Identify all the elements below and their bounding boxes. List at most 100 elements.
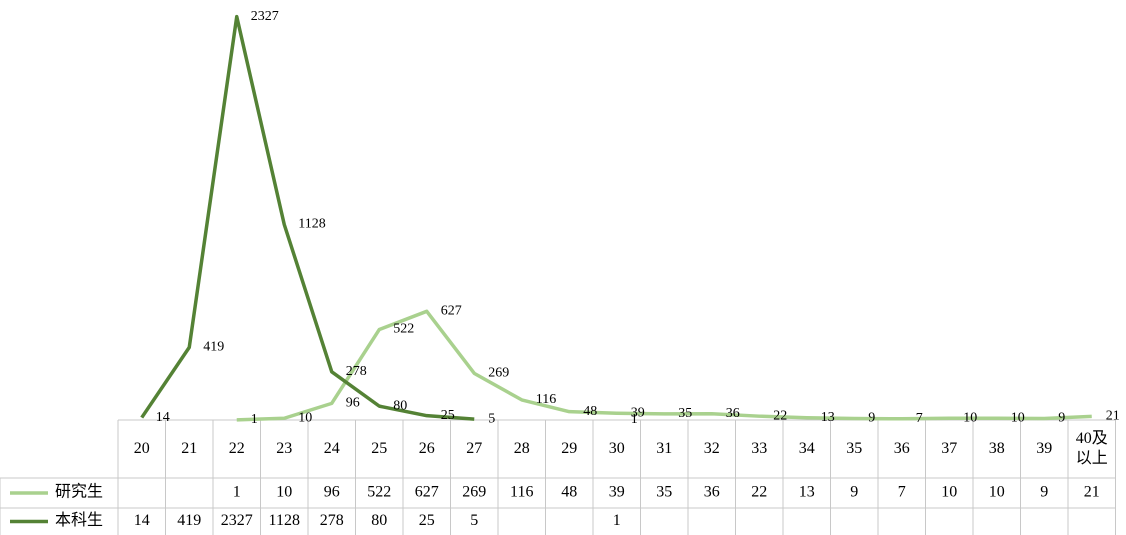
category-cell: 29 bbox=[561, 440, 578, 457]
category-cell: 25 bbox=[371, 440, 388, 457]
data-label: 1128 bbox=[298, 217, 325, 232]
x-tick-label: 28 bbox=[513, 440, 530, 457]
x-tick-label: 36 bbox=[893, 440, 910, 457]
category-cell: 35 bbox=[846, 440, 862, 457]
table-value: 9 bbox=[850, 484, 858, 501]
category-cell: 36 bbox=[893, 440, 910, 457]
data-label: 278 bbox=[346, 364, 367, 379]
x-tick-label: 29 bbox=[561, 440, 578, 457]
x-tick-label: 39 bbox=[1036, 440, 1053, 457]
series-line bbox=[142, 17, 617, 420]
table-value: 2327 bbox=[221, 512, 253, 529]
x-tick-label: 30 bbox=[608, 440, 625, 457]
x-tick-label: 20 bbox=[133, 440, 150, 457]
x-tick-label: 27 bbox=[466, 440, 483, 457]
data-label: 13 bbox=[821, 410, 835, 425]
data-label: 1 bbox=[631, 412, 638, 427]
table-value: 10 bbox=[941, 484, 957, 501]
table-value: 10 bbox=[989, 484, 1005, 501]
data-label: 9 bbox=[868, 411, 875, 426]
series-line bbox=[236, 309, 1092, 422]
table-value: 9 bbox=[1040, 484, 1048, 501]
table-value: 21 bbox=[1084, 484, 1100, 501]
table-value: 1 bbox=[233, 484, 241, 501]
data-label: 96 bbox=[346, 396, 360, 411]
category-cell: 20 bbox=[133, 440, 150, 457]
category-cell: 34 bbox=[798, 440, 815, 457]
table-value: 13 bbox=[799, 484, 815, 501]
x-tick-label: 40及以上 bbox=[1075, 430, 1108, 467]
data-label: 10 bbox=[963, 410, 977, 425]
table-value: 116 bbox=[510, 484, 533, 501]
category-cell: 37 bbox=[941, 440, 958, 457]
category-cell: 33 bbox=[751, 440, 768, 457]
data-label: 80 bbox=[393, 398, 407, 413]
category-cell: 28 bbox=[513, 440, 530, 457]
data-label: 14 bbox=[156, 410, 170, 425]
data-label: 7 bbox=[916, 411, 923, 426]
data-label: 522 bbox=[393, 322, 414, 337]
table-value: 25 bbox=[419, 512, 435, 529]
data-label: 627 bbox=[441, 304, 462, 319]
table-value: 5 bbox=[470, 512, 478, 529]
category-cell: 40及以上 bbox=[1075, 430, 1108, 467]
data-label: 39 bbox=[631, 405, 645, 420]
x-tick-label: 26 bbox=[418, 440, 435, 457]
x-tick-label: 32 bbox=[703, 440, 720, 457]
data-label: 10 bbox=[1011, 410, 1025, 425]
x-tick-label: 34 bbox=[798, 440, 815, 457]
table-value: 7 bbox=[898, 484, 906, 501]
x-tick-label: 21 bbox=[181, 440, 198, 457]
table-value: 80 bbox=[371, 512, 387, 529]
data-label: 269 bbox=[488, 366, 509, 381]
x-tick-label: 33 bbox=[751, 440, 768, 457]
x-tick-label: 25 bbox=[371, 440, 388, 457]
category-cell: 30 bbox=[608, 440, 625, 457]
data-label: 25 bbox=[441, 408, 455, 423]
table-value: 10 bbox=[276, 484, 292, 501]
category-cell: 22 bbox=[228, 440, 245, 457]
x-tick-label: 23 bbox=[276, 440, 293, 457]
category-cell: 32 bbox=[703, 440, 720, 457]
table-value: 14 bbox=[134, 512, 150, 529]
table-value: 48 bbox=[561, 484, 577, 501]
x-tick-label: 38 bbox=[988, 440, 1005, 457]
table-value: 278 bbox=[320, 512, 344, 529]
table-value: 36 bbox=[704, 484, 720, 501]
legend-label: 研究生 bbox=[55, 483, 103, 501]
table-value: 1 bbox=[613, 512, 621, 529]
table-value: 1128 bbox=[269, 512, 300, 529]
x-tick-label: 31 bbox=[656, 440, 673, 457]
category-cell: 38 bbox=[988, 440, 1005, 457]
data-label: 36 bbox=[726, 406, 740, 421]
table-value: 35 bbox=[656, 484, 672, 501]
data-label: 48 bbox=[583, 404, 597, 419]
table-value: 22 bbox=[751, 484, 767, 501]
data-label: 9 bbox=[1058, 411, 1065, 426]
data-label: 116 bbox=[536, 392, 556, 407]
legend-label: 本科生 bbox=[55, 511, 103, 529]
category-cell: 21 bbox=[181, 440, 198, 457]
x-tick-label: 22 bbox=[228, 440, 245, 457]
table-value: 419 bbox=[177, 512, 201, 529]
category-cell: 26 bbox=[418, 440, 435, 457]
category-cell: 23 bbox=[276, 440, 293, 457]
data-label: 21 bbox=[1106, 409, 1120, 424]
category-cell: 39 bbox=[1036, 440, 1053, 457]
data-label: 10 bbox=[298, 410, 312, 425]
x-tick-label: 24 bbox=[323, 440, 340, 457]
data-label: 419 bbox=[203, 340, 224, 355]
data-label: 5 bbox=[488, 411, 495, 426]
table-value: 269 bbox=[462, 484, 486, 501]
data-label: 1 bbox=[251, 412, 258, 427]
table-value: 522 bbox=[367, 484, 391, 501]
data-label: 2327 bbox=[251, 9, 279, 24]
table-value: 96 bbox=[324, 484, 340, 501]
table-value: 627 bbox=[415, 484, 439, 501]
x-tick-label: 37 bbox=[941, 440, 958, 457]
table-value: 39 bbox=[609, 484, 625, 501]
data-label: 35 bbox=[678, 406, 692, 421]
category-cell: 27 bbox=[466, 440, 483, 457]
data-label: 22 bbox=[773, 408, 787, 423]
